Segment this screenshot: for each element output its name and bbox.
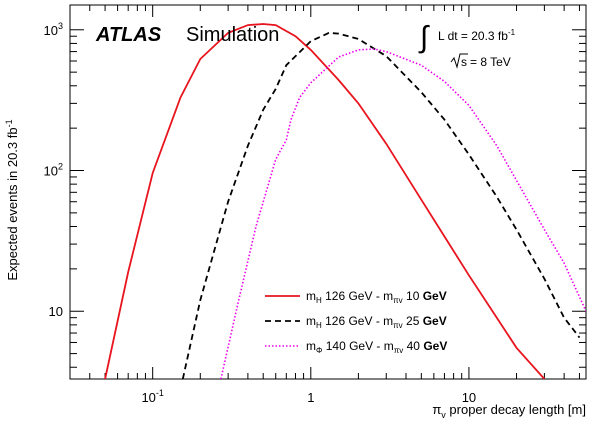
y-tick-base: 10	[44, 23, 58, 38]
series-line-2	[181, 31, 581, 379]
y-axis-label: Expected events in 20.3 fb-1	[4, 119, 20, 280]
y-tick-exp: 2	[58, 162, 63, 172]
x-tick-exp: -1	[156, 388, 164, 398]
lumi-sup: -1	[508, 28, 516, 37]
y-tick-label: 103	[44, 21, 63, 38]
x-tick-label: 1	[307, 390, 314, 405]
x-axis-label-sub: v	[441, 410, 446, 420]
integral-symbol: ∫	[418, 21, 430, 54]
lumi-label: L dt = 20.3 fb-1	[438, 28, 516, 43]
y-minor-ticks	[70, 29, 586, 368]
series-line-3	[220, 48, 586, 379]
lumi-text: L dt = 20.3 fb	[438, 29, 508, 43]
x-tick-label: 10-1	[141, 388, 163, 405]
x-axis-label: πv proper decay length [m]	[432, 402, 586, 420]
x-tick-label: 10	[462, 390, 476, 405]
y-tick-base: 10	[49, 304, 63, 319]
simulation-label: Simulation	[186, 24, 279, 46]
y-axis-label-sup: -1	[4, 119, 14, 127]
y-tick-base: 10	[44, 164, 58, 179]
series-line-1	[104, 23, 546, 379]
x-axis-label-pi: π	[432, 402, 441, 417]
energy-symbol: s	[461, 55, 467, 69]
atlas-label: ATLAS	[95, 24, 162, 46]
legend-label-1: mH 126 GeV - mπv 10 GeV	[306, 289, 447, 305]
legend-label-2: mH 126 GeV - mπv 25 GeV	[306, 314, 447, 330]
y-tick-label: 102	[44, 162, 63, 179]
legend: mH 126 GeV - mπv 10 GeV mH 126 GeV - mπv …	[265, 289, 447, 355]
x-minor-ticks	[69, 5, 580, 379]
y-axis-label-text: Expected events in 20.3 fb	[5, 127, 20, 280]
x-tick-labels: 10-1 1 10	[141, 388, 476, 405]
x-axis-label-rest: proper decay length [m]	[446, 402, 586, 417]
series-curves	[104, 23, 586, 379]
y-tick-label: 10	[49, 304, 63, 319]
x-tick-base: 10	[462, 390, 476, 405]
legend-label-3: mΦ 140 GeV - mπv 40 GeV	[306, 339, 447, 355]
y-tick-exp: 3	[58, 21, 63, 31]
x-tick-base: 1	[307, 390, 314, 405]
energy-label: s = 8 TeV	[461, 55, 511, 69]
sqrt-icon	[450, 53, 468, 69]
energy-text: = 8 TeV	[470, 55, 511, 69]
x-tick-base: 10	[141, 390, 155, 405]
